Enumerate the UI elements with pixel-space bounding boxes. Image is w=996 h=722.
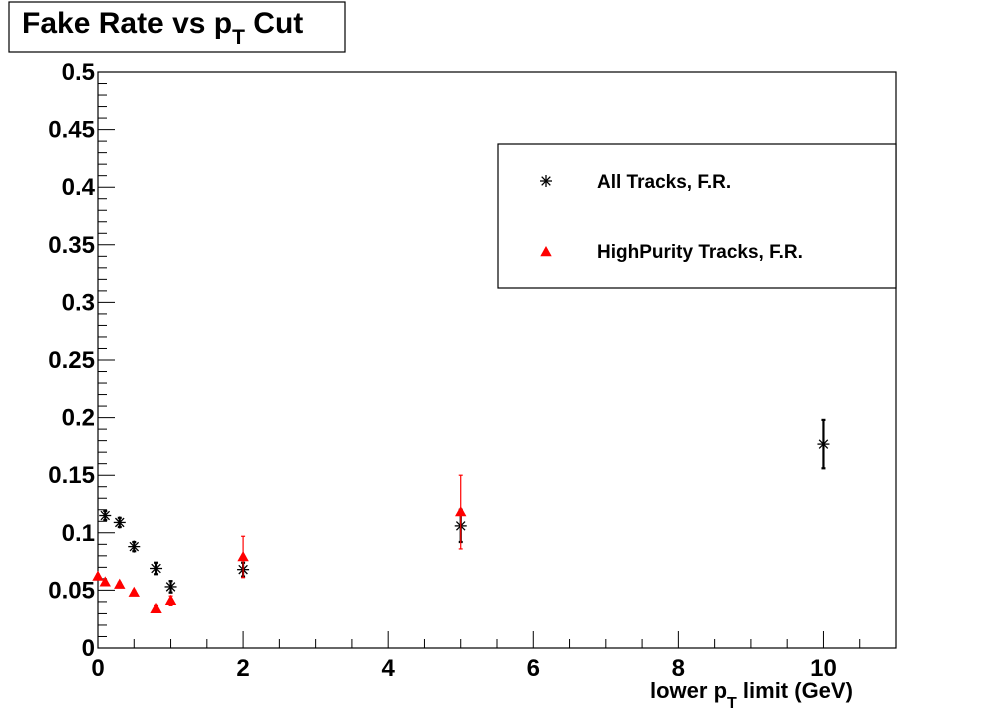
legend: All Tracks, F.R. HighPurity Tracks, F.R. [497,143,897,289]
triangle-shape [237,550,249,562]
x-axis-label: lower pT limit (GeV) [650,678,853,712]
x-tick-label: 4 [382,655,396,682]
data-point [128,540,141,553]
x-tick-label: 10 [810,655,837,682]
triangle-shape [150,602,162,614]
data-point [128,586,140,597]
asterisk-stroke [100,510,111,521]
asterisk-stroke [129,541,140,552]
legend-label-all-tracks: All Tracks, F.R. [597,172,731,193]
data-point [113,516,126,529]
triangle-shape [114,578,126,589]
data-point [237,535,249,579]
data-point [164,580,177,594]
y-tick-label: 0.1 [62,520,95,547]
chart-title: Fake Rate vs pT Cut [8,1,346,53]
data-series [92,418,830,614]
y-tick-label: 0.05 [48,577,95,604]
data-point [817,418,830,470]
y-tick-label: 0.2 [62,405,95,432]
legend-marker-highpurity-tracks [540,246,552,257]
x-tick-label: 2 [236,655,249,682]
data-point [150,602,162,614]
x-tick-label: 0 [91,655,104,682]
legend-label-highpurity-tracks: HighPurity Tracks, F.R. [597,242,803,263]
y-tick-label: 0.15 [48,462,95,489]
data-point [114,578,126,589]
title-text: Fake Rate vs pT Cut [22,7,303,49]
y-tick-label: 0 [82,635,95,662]
data-point [99,509,112,522]
y-tick-label: 0.4 [62,174,96,201]
legend-marker-all-tracks [540,175,552,187]
asterisk-stroke [151,563,161,574]
triangle-shape [164,594,177,605]
triangle-shape [128,586,140,597]
x-tick-label: 6 [527,655,540,682]
y-tick-label: 0.25 [48,347,95,374]
triangle-shape [92,570,104,581]
data-point [99,576,111,587]
y-tick-label: 0.35 [48,232,95,259]
triangle-shape [455,506,467,517]
y-tick-label: 0.5 [62,59,95,86]
triangle-shape [99,576,111,587]
y-tick-label: 0.3 [62,289,95,316]
series-all-tracks [99,418,830,594]
data-point [164,594,177,606]
asterisk-stroke [165,582,176,592]
asterisk-stroke [114,517,125,528]
data-point [92,570,104,581]
legend-box [497,143,897,289]
title-box [8,1,346,53]
asterisk-stroke [818,439,829,449]
y-tick-label: 0.45 [48,117,95,144]
axes: 0 0.05 0.1 0.15 0.2 0.25 0.3 0.35 0.4 0.45 0.5 0 2 4 6… [48,59,897,682]
triangle-shape [540,246,552,257]
data-point [150,561,163,576]
x-tick-label: 8 [672,655,685,682]
asterisk-stroke [541,176,551,186]
series-highpurity-tracks [92,474,467,614]
data-point [455,474,467,550]
